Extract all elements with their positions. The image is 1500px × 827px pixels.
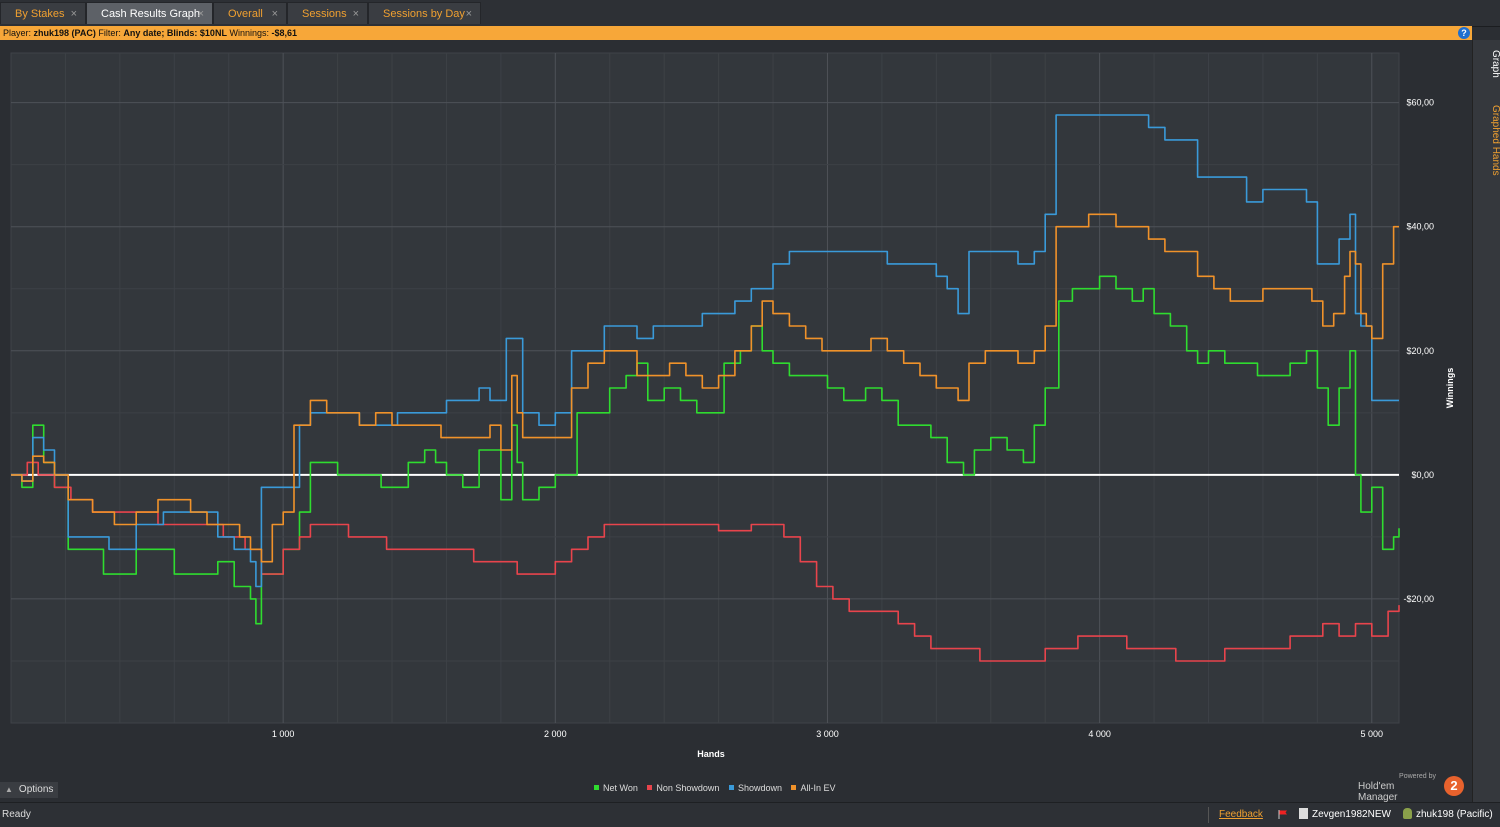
flag-icon[interactable] [1278,810,1288,819]
close-icon[interactable]: × [197,8,204,20]
side-tab-graph[interactable]: Graph [1490,50,1500,78]
close-icon[interactable]: × [352,8,359,20]
player-name: zhuk198 (Pacific) [1416,809,1493,820]
x-tick-label: 5 000 [1361,729,1384,739]
tab-label: Sessions [302,8,347,20]
side-tab-graphed-hands[interactable]: Graphed Hands [1490,104,1500,176]
database-icon [1299,807,1308,819]
legend-label: Net Won [603,783,638,793]
collapse-arrow-icon: ▲ [5,785,13,794]
y-tick-label: $40,00 [1406,222,1434,232]
legend-item-showdown[interactable]: Showdown [728,783,782,793]
y-tick-labels: $60,00 $40,00 $20,00 $0,00 -$20,00 [1403,98,1434,604]
legend-item-net-won[interactable]: Net Won [594,783,638,793]
tab-label: Overall [228,8,263,20]
status-bar: Ready Feedback Zevgen1982NEW zhuk198 (Pa… [0,802,1500,827]
y-axis-label: Winnings [1445,368,1455,408]
powered-by-label: Powered by [1399,773,1436,780]
x-tick-labels: 1 000 2 000 3 000 4 000 5 000 [272,729,1383,739]
y-tick-label: $0,00 [1411,470,1434,480]
x-axis-label: Hands [697,749,725,759]
x-tick-label: 4 000 [1088,729,1111,739]
legend-item-allin-ev[interactable]: All-In EV [791,783,836,793]
tab-label: Cash Results Graph [101,8,201,20]
tab-sessions-by-day[interactable]: Sessions by Day × [368,2,481,24]
legend-swatch [791,785,797,791]
right-sidebar: Graph Graphed Hands [1472,40,1500,802]
x-tick-label: 3 000 [816,729,839,739]
close-icon[interactable]: × [70,8,77,20]
tab-cash-results-graph[interactable]: Cash Results Graph × [86,2,213,24]
legend-item-non-showdown[interactable]: Non Showdown [647,783,719,793]
graph-area: $60,00 $40,00 $20,00 $0,00 -$20,00 1 000 2 00… [0,40,1472,802]
series-line-non-showdown [11,461,1400,662]
legend-swatch [728,785,734,791]
tab-bar: By Stakes × Cash Results Graph × Overall… [0,0,1500,27]
tab-overall[interactable]: Overall × [213,2,287,24]
filter-bar: Player: zhuk198 (PAC) Filter: Any date; … [0,26,1472,40]
status-divider [1208,807,1209,823]
close-icon[interactable]: × [465,8,472,20]
hm2-logo-icon: 2 [1444,776,1464,796]
feedback-link[interactable]: Feedback [1219,809,1263,820]
legend-label: Non Showdown [656,783,720,793]
x-tick-label: 1 000 [272,729,295,739]
series-line-showdown [11,114,1399,588]
legend-swatch [647,785,653,791]
help-icon[interactable]: ? [1458,27,1470,39]
y-tick-label: $20,00 [1406,346,1434,356]
player-label: Player: [3,28,32,38]
x-tick-label: 2 000 [544,729,567,739]
y-tick-label: $60,00 [1406,98,1434,108]
tab-sessions[interactable]: Sessions × [287,2,368,24]
database-indicator[interactable]: Zevgen1982NEW [1299,803,1391,827]
player-indicator[interactable]: zhuk198 (Pacific) [1403,803,1493,827]
player-icon [1403,807,1412,819]
brand-name: Hold'em Manager [1358,781,1398,803]
filter-value: Any date; Blinds: $10NL [123,28,227,38]
winnings-value: -$8,61 [271,28,298,38]
legend-swatch [594,785,599,791]
series-group [11,114,1400,662]
options-label: Options [18,784,54,795]
series-line-all-in-ev [11,213,1399,563]
brand: Powered by Hold'em Manager 2 [1358,773,1464,803]
legend-label: Showdown [737,783,782,793]
winnings-label: Winnings: [229,28,269,38]
tab-label: By Stakes [15,8,65,20]
database-name: Zevgen1982NEW [1312,809,1391,820]
tab-by-stakes[interactable]: By Stakes × [0,2,86,24]
filter-label: Filter: [98,28,121,38]
results-chart: $60,00 $40,00 $20,00 $0,00 -$20,00 1 000 2 00… [10,52,1455,759]
player-value: zhuk198 (PAC) [33,28,96,38]
close-icon[interactable]: × [271,8,278,20]
status-text: Ready [2,809,31,820]
chart-legend: Net Won Non Showdown Showdown All-In EV [594,783,843,793]
legend-label: All-In EV [800,783,836,793]
tab-label: Sessions by Day [383,8,465,20]
y-tick-label: -$20,00 [1403,594,1434,604]
options-button[interactable]: ▲ Options [0,782,58,798]
